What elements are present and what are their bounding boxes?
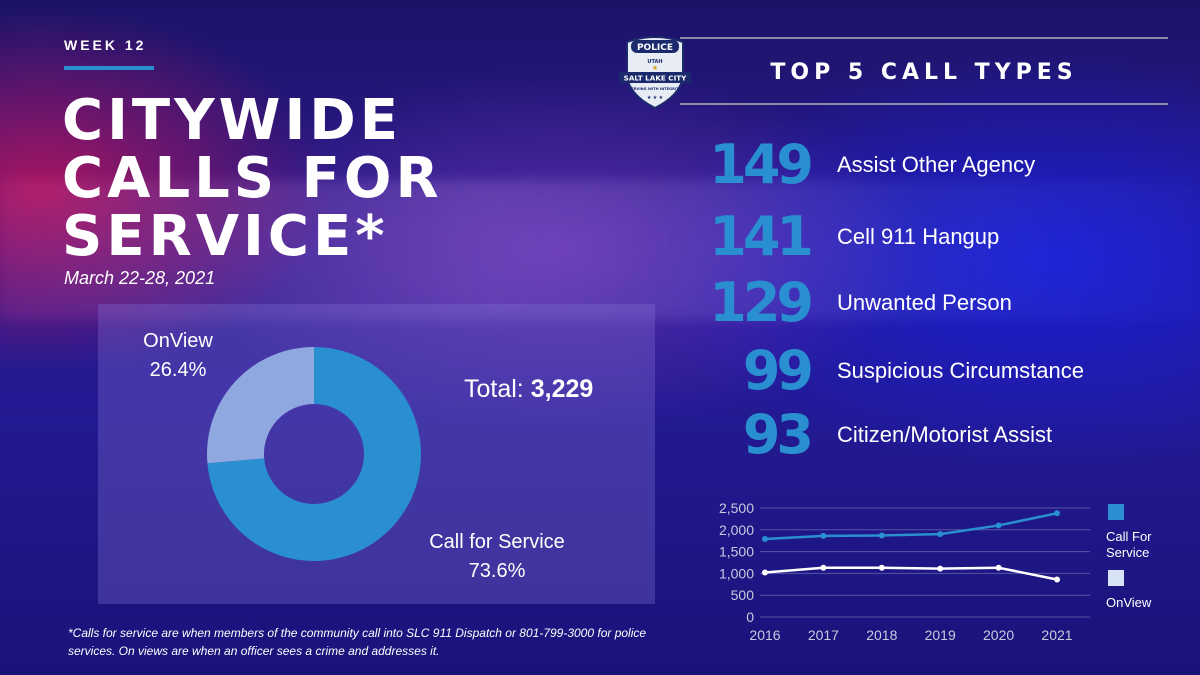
series-line-cfs (764, 512, 1058, 541)
page-title: CITYWIDE CALLS FOR SERVICE* (62, 92, 482, 266)
top5-count: 93 (742, 403, 814, 466)
background-light-haze (0, 180, 1200, 320)
top5-count: 149 (709, 133, 814, 196)
legend-label-onview: OnView (1106, 595, 1152, 610)
cfs-label-text: Call for Service (429, 531, 565, 553)
top5-label: Assist Other Agency (837, 152, 1036, 177)
x-tick-label: 2019 (925, 627, 956, 643)
footnote: *Calls for service are when members of t… (68, 626, 647, 658)
y-tick-label: 0 (746, 609, 754, 625)
top5-item: 149 Assist Other Agency (700, 135, 1180, 195)
total-value: 3,229 (530, 375, 594, 403)
data-point (995, 564, 1002, 571)
date-range: March 22-28, 2021 (64, 268, 216, 288)
x-tick-label: 2021 (1041, 627, 1072, 643)
data-point (820, 532, 827, 539)
data-point (937, 531, 944, 538)
legend-swatch-cfs (1108, 504, 1124, 520)
legend-swatch-onview (1108, 570, 1124, 586)
x-tick-label: 2018 (866, 627, 897, 643)
top5-rule-top (680, 37, 1168, 39)
top5-label: Suspicious Circumstance (837, 358, 1084, 383)
y-tick-label: 500 (731, 587, 755, 603)
y-tick-label: 1,000 (719, 565, 754, 581)
y-tick-label: 2,000 (719, 522, 754, 538)
badge-city: SALT LAKE CITY (624, 74, 688, 83)
accent-bar (64, 66, 154, 70)
cfs-pct: 73.6% (468, 560, 526, 582)
data-point (937, 565, 944, 572)
top5-label: Unwanted Person (837, 290, 1012, 315)
x-tick-label: 2020 (983, 627, 1014, 643)
data-point (995, 522, 1002, 529)
badge-motto: SERVING WITH INTEGRITY (629, 87, 682, 91)
onview-label: OnView 26.4% (118, 330, 238, 382)
badge-state: UTAH (647, 59, 662, 65)
onview-label-text: OnView (143, 330, 213, 352)
title-line-3: SERVICE* (62, 204, 389, 269)
legend-label-cfs: Call For Service (1106, 529, 1152, 560)
onview-pct: 26.4% (149, 359, 207, 381)
cfs-label: Call for Service 73.6% (412, 531, 582, 583)
svg-text:★ ★ ★: ★ ★ ★ (647, 95, 664, 101)
series-line-onview (764, 566, 1058, 581)
top5-item: 99 Suspicious Circumstance (700, 341, 1180, 401)
top5-item: 141 Cell 911 Hangup (700, 207, 1180, 267)
y-tick-label: 2,500 (719, 500, 754, 516)
top5-count: 141 (709, 205, 814, 268)
week-label: WEEK 12 (64, 37, 147, 53)
data-point (878, 532, 885, 539)
donut-slice-onview (206, 347, 314, 464)
top5-item: 93 Citizen/Motorist Assist (700, 405, 1180, 465)
y-tick-label: 1,500 (719, 544, 754, 560)
police-badge-logo: POLICE UTAH ★ SALT LAKE CITY SERVING WIT… (619, 36, 691, 110)
top5-label: Cell 911 Hangup (837, 224, 1000, 249)
top5-title: TOP 5 CALL TYPES (770, 60, 1078, 85)
data-point (1054, 510, 1060, 517)
top5-label: Citizen/Motorist Assist (837, 422, 1053, 447)
data-point (878, 564, 885, 571)
title-line-1: CITYWIDE (62, 88, 403, 153)
total-label: Total: (464, 375, 524, 403)
donut-slice-call-for-service (207, 347, 421, 561)
x-tick-label: 2016 (749, 627, 780, 643)
svg-text:★: ★ (652, 64, 658, 72)
line-chart: 0 500 1,000 1,500 2,000 2,500 2016 2017 2018 201… (719, 500, 1090, 643)
data-point (762, 535, 768, 542)
title-line-2: CALLS FOR (62, 146, 443, 211)
top5-item: 129 Unwanted Person (700, 273, 1180, 333)
total-readout: Total: 3,229 (464, 375, 593, 404)
data-point (820, 564, 827, 571)
top5-count: 99 (742, 339, 814, 402)
badge-top-text: POLICE (637, 43, 673, 53)
data-point (762, 569, 768, 576)
x-tick-label: 2017 (808, 627, 839, 643)
top5-count: 129 (709, 271, 814, 334)
data-point (1054, 576, 1060, 583)
top5-rule-bottom (680, 103, 1168, 105)
